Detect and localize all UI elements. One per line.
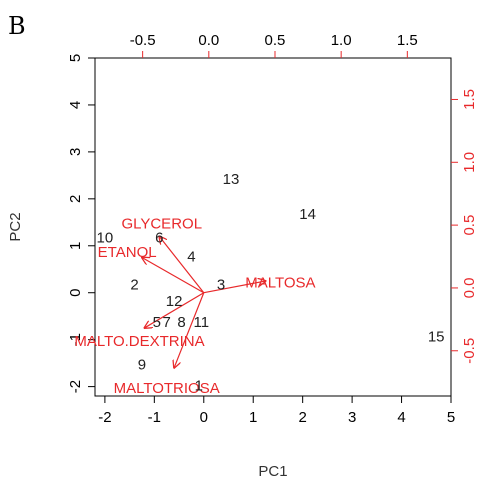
y-tick-label: 4 (67, 101, 84, 109)
y-tick-label: 5 (67, 54, 84, 62)
observation-label: 13 (223, 171, 240, 188)
top-axis: -0.5 0.0 0.5 1.0 1.5 (130, 32, 418, 58)
y-tick-label: 2 (67, 195, 84, 203)
top-tick-label: -0.5 (130, 32, 156, 49)
variable-arrow (144, 292, 205, 328)
variable-arrows (142, 236, 266, 367)
x-tick-label: 5 (447, 409, 455, 426)
right-tick-label: 1.0 (461, 152, 478, 173)
x-axis-title: PC1 (258, 463, 287, 480)
right-tick-label: -0.5 (461, 338, 478, 364)
observation-label: 9 (138, 356, 146, 373)
y-tick-label: 1 (67, 242, 84, 250)
y-axis-title: PC2 (7, 212, 24, 241)
variable-label: MALTOTRIOSA (114, 380, 220, 397)
top-tick-label: 0.5 (265, 32, 286, 49)
observation-label: 2 (130, 277, 138, 294)
x-tick-label: 1 (249, 409, 257, 426)
observation-label: 8 (177, 314, 185, 331)
right-tick-label: 0.5 (461, 215, 478, 236)
observation-label: 10 (97, 230, 114, 247)
y-tick-label: 0 (67, 289, 84, 297)
panel-label: B (8, 12, 26, 40)
x-tick-label: 3 (348, 409, 356, 426)
top-tick-label: 0.0 (198, 32, 219, 49)
x-tick-label: -1 (148, 409, 161, 426)
right-tick-label: 1.5 (461, 89, 478, 110)
variable-label: MALTOSA (245, 274, 315, 291)
observation-label: 1 (195, 378, 203, 395)
top-tick-label: 1.0 (331, 32, 352, 49)
observation-label: 6 (155, 230, 163, 247)
variable-arrow (203, 281, 266, 294)
observation-label: 15 (428, 328, 445, 345)
observation-label: 3 (217, 277, 225, 294)
x-tick-label: 4 (397, 409, 405, 426)
y-tick-label: -2 (67, 380, 84, 393)
plot-frame (94, 57, 452, 397)
variable-arrow (142, 258, 205, 294)
observation-label: 7 (163, 314, 171, 331)
observation-label: 14 (299, 206, 316, 223)
y-tick-label: 3 (67, 148, 84, 156)
variable-label: ETANOL (98, 244, 157, 261)
observation-label: 4 (187, 248, 195, 265)
observation-label: 11 (194, 314, 210, 331)
variable-labels: GLYCEROL ETANOL MALTOSA MALTO.DEXTRINA MALTO… (74, 216, 315, 397)
x-tick-label: -2 (98, 409, 111, 426)
observation-label: 12 (166, 293, 183, 310)
variable-label: GLYCEROL (121, 216, 202, 233)
x-tick-label: 0 (200, 409, 208, 426)
variable-arrow (174, 292, 205, 368)
left-axis: -2 -1 0 1 2 3 4 5 (67, 54, 95, 393)
right-tick-label: 0.0 (461, 278, 478, 299)
x-tick-label: 2 (298, 409, 306, 426)
variable-arrow (159, 236, 205, 294)
bottom-axis: -2 -1 0 1 2 3 4 5 (98, 396, 455, 426)
right-axis: -0.5 0.0 0.5 1.0 1.5 (451, 89, 478, 364)
variable-label: MALTO.DEXTRINA (74, 333, 204, 350)
observation-label: 5 (153, 314, 161, 331)
top-tick-label: 1.5 (397, 32, 418, 49)
y-tick-label: -1 (67, 333, 84, 346)
